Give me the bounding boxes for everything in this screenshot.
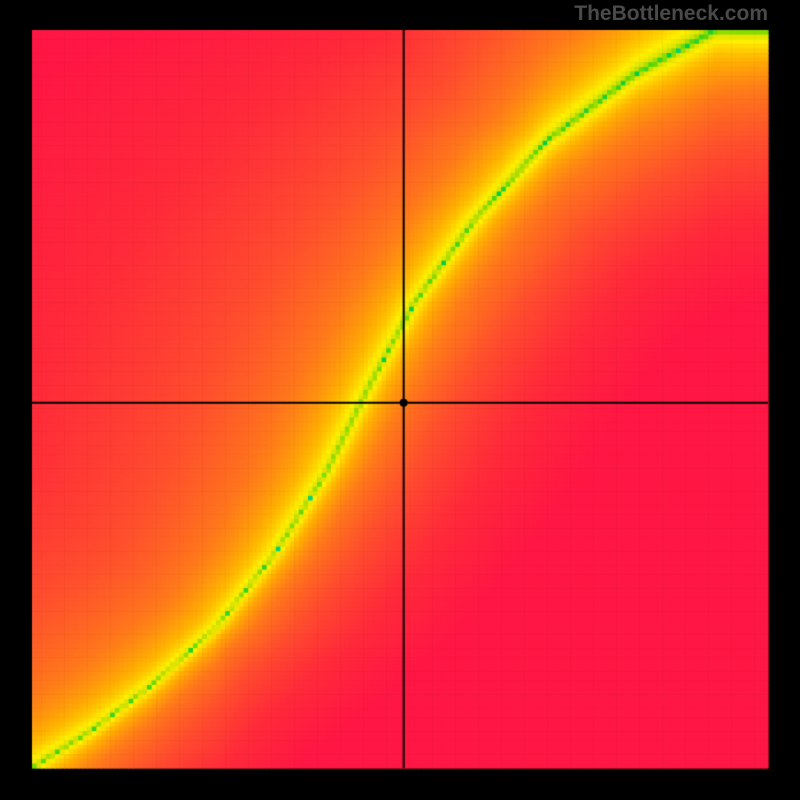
- root: TheBottleneck.com: [0, 0, 800, 800]
- watermark-text: TheBottleneck.com: [574, 2, 768, 26]
- bottleneck-heatmap: [0, 0, 800, 800]
